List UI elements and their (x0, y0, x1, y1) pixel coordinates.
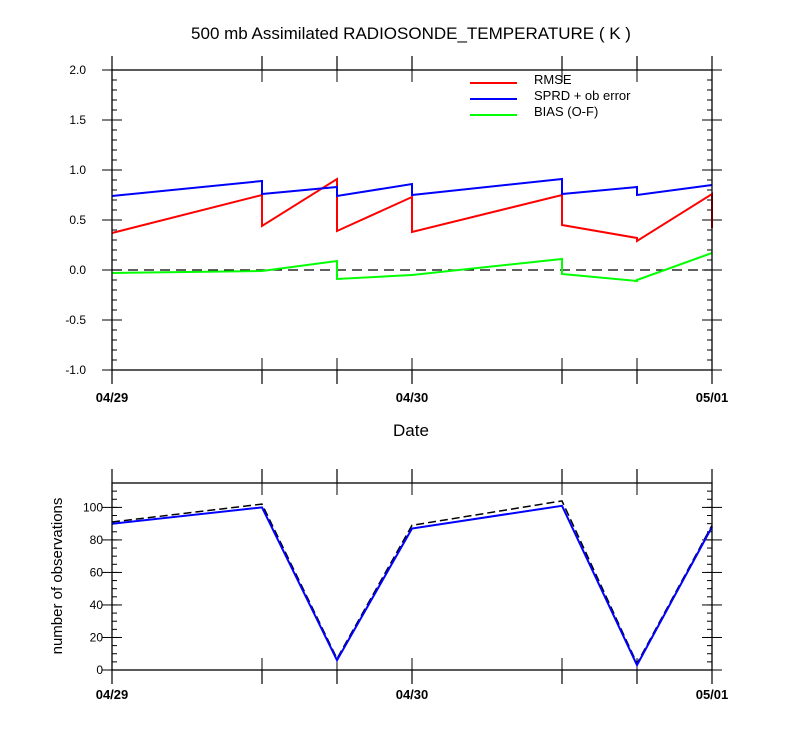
y-tick-label: -1.0 (65, 363, 86, 377)
legend-label: RMSE (534, 72, 572, 87)
y-tick-label: 40 (90, 598, 104, 612)
y-tick-label: 0 (96, 663, 103, 677)
plot-frame (111, 69, 713, 371)
x-tick-label: 05/01 (696, 687, 729, 702)
x-tick-label: 05/01 (696, 390, 729, 405)
bottom-chart: number of observations 0 20 40 60 80 100 04/29… (49, 469, 728, 702)
series-line-total-observations (111, 500, 713, 666)
y-tick-label: 20 (90, 630, 104, 644)
y-tick-label: -0.5 (65, 313, 86, 327)
legend-label: SPRD + ob error (534, 88, 631, 103)
y-tick-label: 0.5 (69, 213, 86, 227)
y-tick-label: 100 (83, 500, 103, 514)
y-tick-label: 1.0 (69, 163, 86, 177)
y-tick-label: 2.0 (69, 63, 86, 77)
y-tick-label: 80 (90, 533, 104, 547)
y-tick-label: 0.0 (69, 263, 86, 277)
y-axis-title: number of observations (49, 498, 66, 655)
top-chart: 500 mb Assimilated RADIOSONDE_TEMPERATUR… (65, 24, 728, 440)
x-tick-label: 04/30 (396, 390, 429, 405)
x-tick-label: 04/30 (396, 687, 429, 702)
series-line-bias-o-f (111, 252, 713, 283)
x-axis-title: Date (393, 421, 429, 440)
x-tick-label: 04/29 (96, 390, 129, 405)
plot-frame (111, 482, 713, 671)
chart-title: 500 mb Assimilated RADIOSONDE_TEMPERATUR… (191, 24, 631, 43)
y-tick-label: 1.5 (69, 113, 86, 127)
series-line-rmse (111, 177, 713, 243)
legend-label: BIAS (O-F) (534, 104, 598, 119)
series-line-sprd-ob-error (111, 177, 713, 198)
series-line-assimilated-observations (111, 504, 713, 668)
x-tick-label: 04/29 (96, 687, 129, 702)
y-tick-label: 60 (90, 565, 104, 579)
